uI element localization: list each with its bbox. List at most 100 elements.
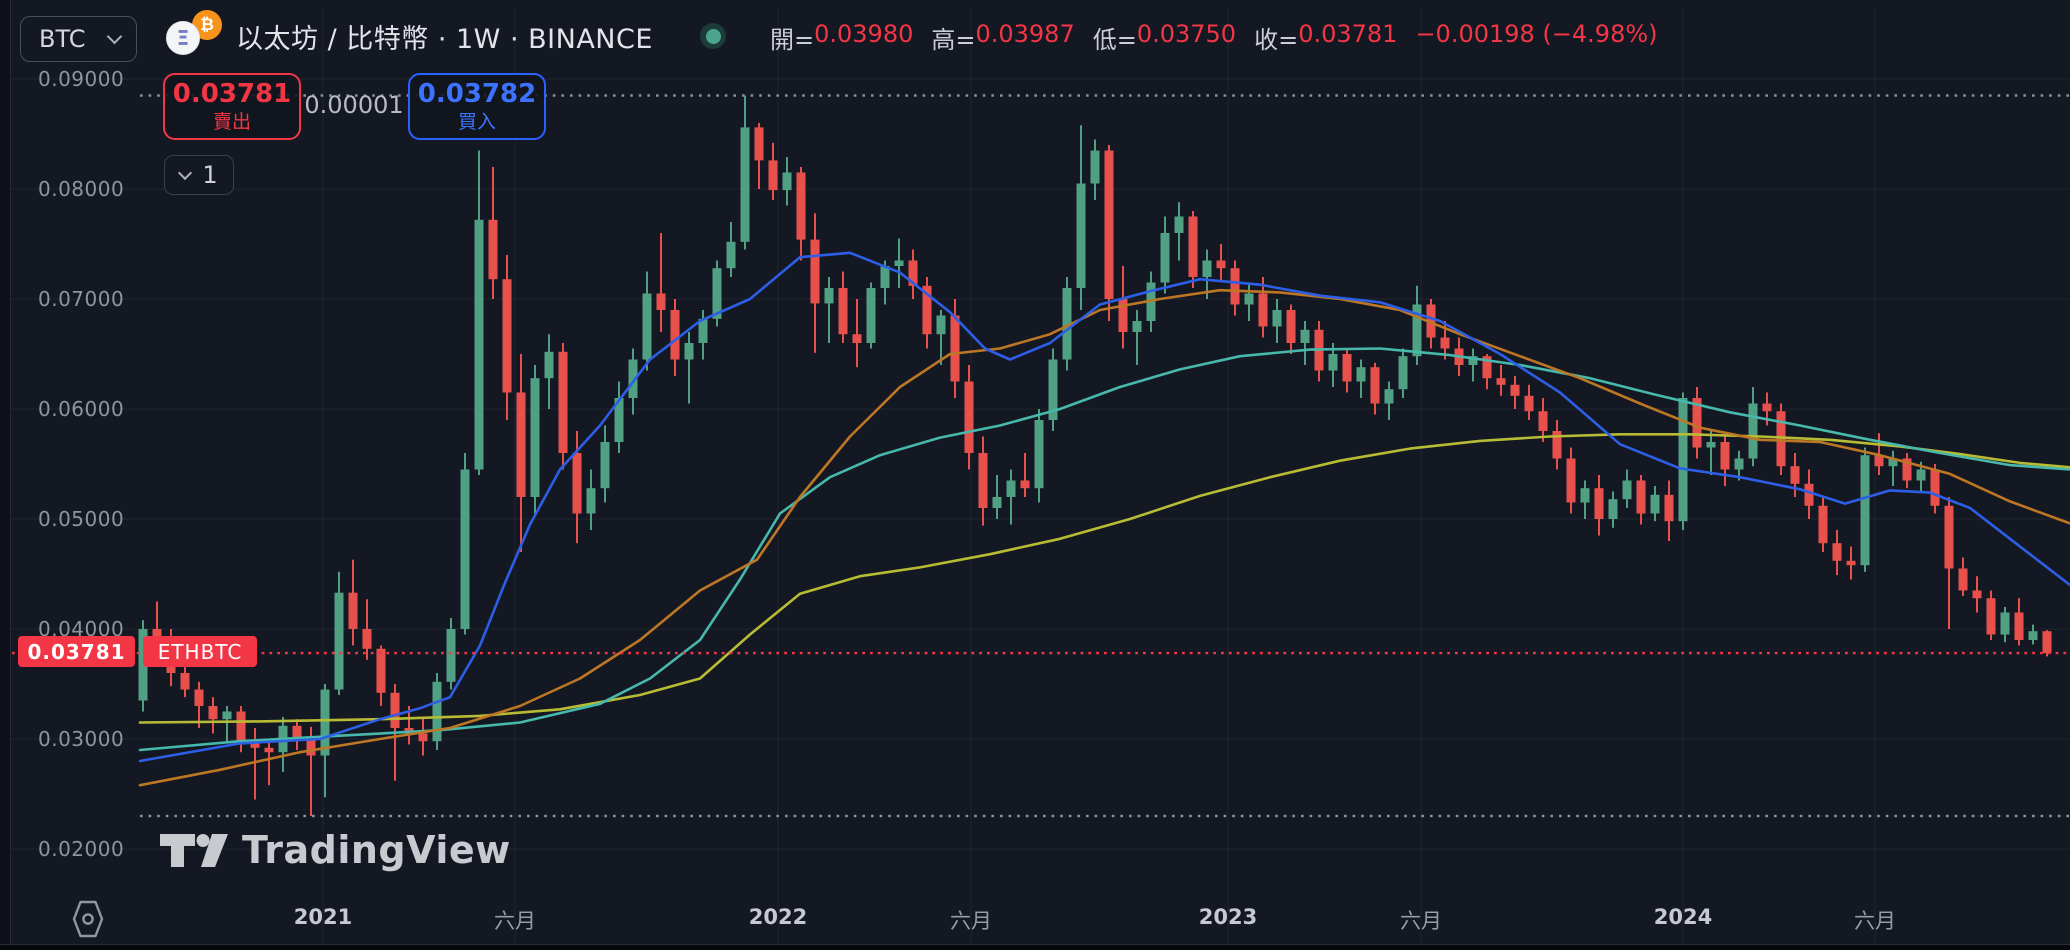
candle-body	[1272, 310, 1282, 327]
candle-body	[432, 681, 442, 742]
candle-body	[152, 629, 162, 638]
candle-body	[978, 453, 988, 508]
candle-body	[208, 706, 218, 720]
candle-body	[1986, 598, 1996, 635]
symbol-price-line-tag: ETHBTC	[143, 636, 257, 667]
quote-currency-select[interactable]: BTC	[20, 16, 137, 62]
candle-body	[1888, 458, 1898, 467]
time-axis-label-六月[interactable]: 六月	[950, 909, 992, 933]
candle-body	[1020, 480, 1030, 489]
candle-body	[1874, 455, 1884, 467]
price-axis-label: 0.02000	[38, 837, 125, 861]
candle-body	[1426, 304, 1436, 338]
candle-body	[446, 629, 456, 682]
candle-body	[1034, 420, 1044, 489]
candle-body	[740, 127, 750, 242]
candle-body	[544, 351, 554, 379]
time-axis-label-六月[interactable]: 六月	[494, 909, 536, 933]
time-axis-label-2023[interactable]: 2023	[1198, 905, 1258, 929]
candle-body	[992, 497, 1002, 508]
candle-body	[474, 219, 484, 470]
candle-body	[586, 488, 596, 514]
candle-body	[1706, 442, 1716, 448]
candle-body	[1048, 359, 1058, 420]
left-edge-strip	[0, 0, 11, 950]
candle-body	[922, 285, 932, 335]
candle-body	[516, 392, 526, 497]
candle-body	[1510, 384, 1520, 396]
market-status-icon[interactable]	[700, 23, 726, 49]
price-axis-label: 0.03000	[38, 727, 125, 751]
candle-body	[656, 293, 666, 310]
candle-body	[810, 239, 820, 304]
candle-body	[1902, 458, 1912, 481]
candle-body	[1468, 356, 1478, 365]
candle-body	[1552, 431, 1562, 459]
current-price-tag: 0.03781	[18, 636, 135, 667]
ohlc-high: 高= 0.03987	[931, 20, 1075, 54]
candle-body	[306, 739, 316, 756]
candle-body	[1286, 310, 1296, 343]
ohlc-low: 低= 0.03750	[1092, 20, 1237, 54]
candle-body	[950, 315, 960, 382]
quote-currency-value: BTC	[39, 25, 86, 53]
candle-body	[628, 359, 638, 398]
candle-body	[1636, 480, 1646, 514]
candle-body	[642, 293, 652, 360]
candle-body	[1384, 389, 1394, 404]
pair-icon: ₿ Ξ	[160, 8, 228, 56]
candle-body	[964, 381, 974, 453]
candle-body	[1398, 356, 1408, 390]
time-axis-label-2022[interactable]: 2022	[748, 905, 808, 929]
candle-body	[880, 266, 890, 288]
candle-body	[1860, 455, 1870, 566]
candle-body	[1944, 505, 1954, 569]
candle-body	[1482, 356, 1492, 379]
candle-body	[1538, 411, 1548, 431]
candle-body	[390, 692, 400, 728]
quantity-selector[interactable]: 1	[164, 155, 234, 195]
buy-label: 買入	[457, 110, 496, 133]
sell-label: 賣出	[212, 110, 251, 133]
time-axis-label-2024[interactable]: 2024	[1653, 905, 1713, 929]
candle-body	[1594, 488, 1604, 519]
candle-body	[1202, 260, 1212, 277]
candle-body	[2028, 631, 2038, 640]
candle-body	[1006, 480, 1016, 497]
buy-price: 0.03782	[417, 78, 537, 109]
price-axis-label: 0.05000	[38, 507, 125, 531]
candle-body	[1762, 403, 1772, 412]
candle-body	[348, 592, 358, 629]
tradingview-wordmark: TradingView	[242, 828, 511, 872]
candle-body	[334, 592, 344, 690]
candle-body	[362, 629, 372, 649]
price-axis-label: 0.09000	[38, 67, 125, 91]
candle-body	[1678, 398, 1688, 522]
candle-body	[614, 398, 624, 442]
candle-body	[1440, 337, 1450, 349]
candle-body	[1818, 505, 1828, 544]
sell-button[interactable]: 0.03781 賣出	[163, 73, 301, 140]
candle-body	[852, 334, 862, 343]
candle-body	[1972, 590, 1982, 599]
candle-body	[768, 160, 778, 191]
candle-body	[1174, 216, 1184, 233]
buy-button[interactable]: 0.03782 買入	[408, 73, 546, 140]
candle-body	[1258, 293, 1268, 327]
chevron-down-icon	[178, 165, 193, 181]
ma-yellow-line	[138, 432, 2070, 724]
candle-body	[782, 172, 792, 191]
time-axis-label-六月[interactable]: 六月	[1854, 909, 1896, 933]
candle-body	[1916, 469, 1926, 481]
settings-badge-icon[interactable]	[68, 898, 108, 940]
candle-body	[236, 711, 246, 742]
candle-body	[1650, 494, 1660, 514]
candle-body	[600, 442, 610, 489]
symbol-title[interactable]: 以太坊 / 比特幣 · 1W · BINANCE	[236, 24, 653, 55]
candle-body	[1188, 216, 1198, 277]
candle-body	[418, 733, 428, 742]
time-axis-label-六月[interactable]: 六月	[1400, 909, 1442, 933]
candle-body	[1608, 499, 1618, 519]
time-axis-label-2021[interactable]: 2021	[293, 905, 353, 929]
